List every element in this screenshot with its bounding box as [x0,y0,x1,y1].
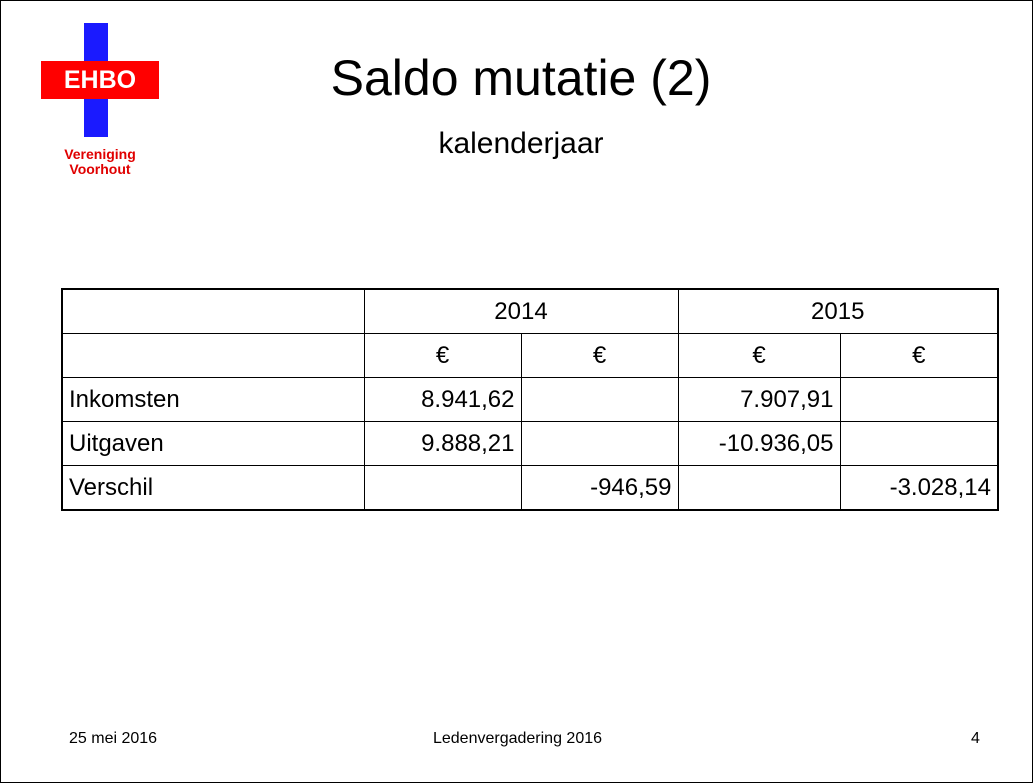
amount-cell: -946,59 [520,465,679,511]
amount-cell: 7.907,91 [677,377,841,422]
header-row: 2014 2015 [61,288,999,334]
logo-line: Voorhout [69,161,131,177]
year-cell: 2014 [363,288,679,334]
subtitle: kalenderjaar [438,127,604,160]
data-row: Verschil -946,59 -3.028,14 [61,465,999,511]
data-row: Inkomsten 8.941,62 7.907,91 [61,377,999,422]
amount-cell [839,377,999,422]
row-label: Inkomsten [61,377,365,422]
amount-cell: -3.028,14 [839,465,999,511]
currency-cell: € [520,333,679,378]
amount-cell: 9.888,21 [363,421,522,466]
logo-name: Vereniging Voorhout [41,147,159,177]
logo-badge: EHBO [41,61,159,99]
logo-line: Vereniging [64,146,136,162]
currency-cell: € [839,333,999,378]
amount-cell [677,465,841,511]
title: Saldo mutatie (2) [330,50,712,106]
year-cell: 2015 [677,288,999,334]
currency-cell: € [677,333,841,378]
row-label: Uitgaven [61,421,365,466]
amount-cell [363,465,522,511]
amount-cell: 8.941,62 [363,377,522,422]
footer-page: 4 [971,730,980,747]
amount-cell [839,421,999,466]
cell [61,288,365,334]
currency-cell: € [363,333,522,378]
amount-cell: -10.936,05 [677,421,841,466]
row-label: Verschil [61,465,365,511]
amount-cell [520,421,679,466]
data-row: Uitgaven 9.888,21 -10.936,05 [61,421,999,466]
amount-cell [520,377,679,422]
footer-event: Ledenvergadering 2016 [432,730,603,747]
cell [61,333,365,378]
currency-row: € € € € [61,333,999,378]
table: 2014 2015 € € € € Inkomsten 8.941,62 7.907,91 Uit… [61,288,999,511]
footer-date: 25 mei 2016 [69,730,158,747]
